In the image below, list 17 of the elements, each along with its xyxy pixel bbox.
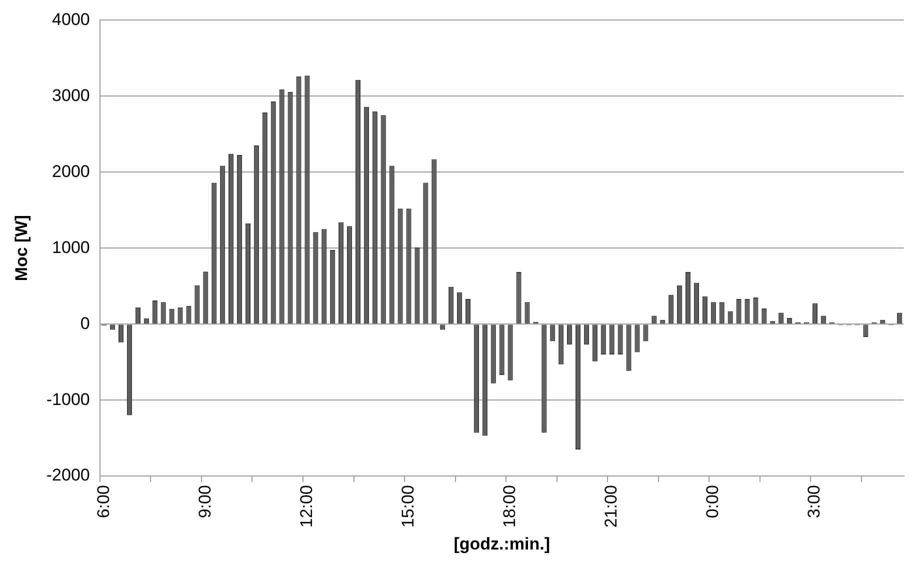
x-axis-title: [godz.:min.]: [454, 534, 550, 554]
y-tick-label: 0: [80, 314, 90, 333]
y-tick-label: -2000: [46, 466, 90, 485]
x-tick-label: 6:00: [94, 485, 113, 518]
y-tick-label: 3000: [52, 86, 90, 105]
x-tick-label: 18:00: [500, 485, 519, 528]
x-tick-label: 12:00: [296, 485, 316, 528]
x-tick-label: 3:00: [804, 485, 824, 518]
x-tick-label: 15:00: [398, 485, 418, 528]
x-tick-label: 9:00: [195, 485, 214, 518]
y-tick-label: 4000: [52, 10, 90, 29]
x-tick-label: 0:00: [703, 485, 722, 518]
y-axis-title: Moc [W]: [12, 215, 31, 282]
y-tick-label: -1000: [46, 390, 90, 409]
y-tick-label: 2000: [52, 162, 90, 181]
y-tick-label: 1000: [52, 238, 90, 257]
x-tick-label: 21:00: [602, 485, 621, 528]
